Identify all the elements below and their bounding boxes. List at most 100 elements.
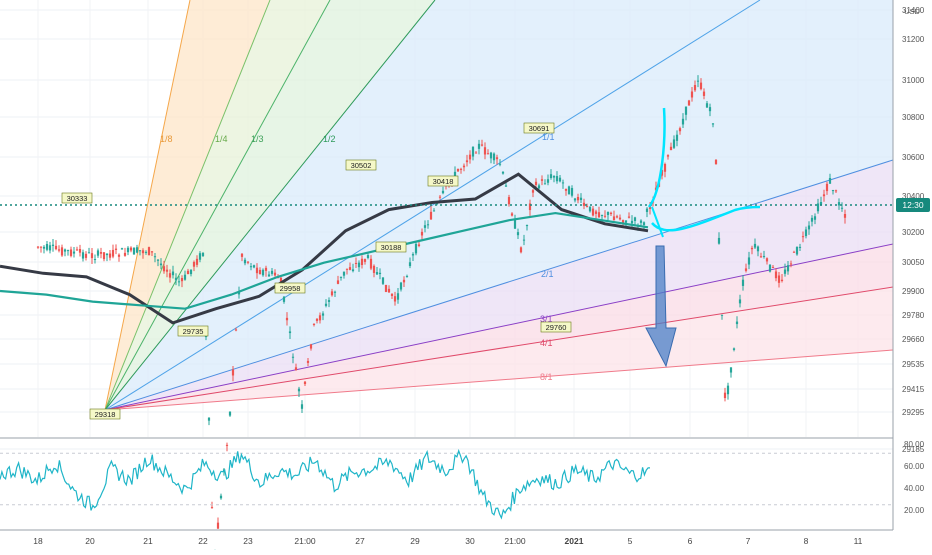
candle-body [735, 321, 739, 325]
fan-label: 2/1 [541, 269, 554, 279]
candle-body [375, 272, 379, 275]
candle-body [591, 208, 595, 216]
x-tick-label: 18 [33, 536, 43, 546]
candle-body [99, 252, 103, 254]
candle-body [633, 217, 637, 222]
candle-body [660, 169, 664, 176]
candle-body [792, 251, 796, 253]
candle-body [417, 244, 421, 246]
candle-body [555, 176, 559, 182]
candle-body [540, 179, 544, 181]
candle-body [777, 275, 781, 283]
candle-body [177, 281, 181, 283]
candle-body [429, 211, 433, 220]
candle-body [798, 246, 802, 248]
candle-body [240, 253, 244, 257]
x-tick-label: 21 [143, 536, 153, 546]
candle-body [528, 203, 532, 211]
fan-line [104, 0, 761, 411]
rsi-tick-label: 20.00 [904, 506, 925, 515]
point-label-box [89, 408, 121, 420]
candle-body [426, 224, 430, 226]
candle-body [738, 299, 742, 304]
candle-body [102, 252, 106, 260]
candle-body [420, 231, 424, 236]
x-tick-label: 21:00 [294, 536, 316, 546]
candle-body [75, 249, 79, 251]
point-label-box [274, 282, 306, 294]
y-tick-label: 30400 [902, 192, 925, 201]
candle-body [174, 277, 178, 281]
candle-body [423, 225, 427, 228]
candle-body [219, 495, 223, 499]
candle-body [822, 194, 826, 197]
down-arrow [645, 245, 677, 368]
candle-body [300, 404, 304, 409]
candle-body [294, 367, 298, 371]
x-tick-label: 2021 [565, 536, 584, 546]
candle-body [267, 274, 271, 277]
candle-body [795, 246, 799, 255]
candle-body [453, 171, 457, 177]
candle-body [261, 269, 265, 276]
candle-body [708, 107, 712, 112]
candle-body [237, 291, 241, 295]
point-label: 29958 [280, 284, 301, 293]
y-tick-label: 31200 [902, 35, 925, 44]
point-label-box [177, 325, 209, 337]
rsi-line [0, 448, 650, 520]
y-tick-label: 29900 [902, 287, 925, 296]
candle-body [372, 265, 376, 273]
candle-body [339, 276, 343, 278]
candle-body [363, 259, 367, 262]
fan-line [104, 0, 191, 411]
point-label: 30418 [433, 177, 454, 186]
candle-body [768, 264, 772, 272]
candle-body [306, 360, 310, 363]
x-tick-label: 6 [688, 536, 693, 546]
candle-body [504, 185, 508, 187]
fan-label: 8/1 [540, 372, 553, 382]
candle-body [345, 268, 349, 270]
candle-body [285, 317, 289, 321]
candle-body [63, 249, 67, 252]
fan-label: 1/3 [251, 134, 264, 144]
candle-body [78, 249, 82, 253]
candle-body [105, 253, 109, 256]
candle-body [438, 196, 442, 198]
rsi-tick-label: 80.00 [904, 440, 925, 449]
candle-body [618, 217, 622, 220]
candle-body [483, 147, 487, 155]
y-tick-label: 30800 [902, 113, 925, 122]
candle-body [96, 250, 100, 256]
candle-body [600, 214, 604, 216]
candle-body [666, 155, 670, 157]
candle-body [243, 259, 247, 264]
candle-body [114, 248, 118, 250]
y-tick-label: 29780 [902, 311, 925, 320]
candle-body [336, 280, 340, 284]
candle-body [111, 249, 115, 257]
candle-body [132, 248, 136, 255]
candle-body [159, 263, 163, 266]
candle-body [192, 261, 196, 267]
fan-label: 1/1 [542, 132, 555, 142]
candle-body [525, 225, 529, 227]
point-label: 30333 [67, 194, 88, 203]
candle-body [762, 255, 766, 257]
candle-body [588, 206, 592, 212]
candle-body [570, 188, 574, 196]
candle-body [567, 186, 571, 195]
candle-body [663, 164, 667, 172]
candle-body [327, 300, 331, 302]
candle-body [579, 197, 583, 201]
candle-body [66, 250, 70, 252]
y-tick-label: 31400 [902, 6, 925, 15]
point-label: 30188 [381, 243, 402, 252]
candle-body [414, 243, 418, 254]
candle-body [381, 277, 385, 284]
candle-body [744, 268, 748, 271]
candle-body [726, 385, 730, 395]
